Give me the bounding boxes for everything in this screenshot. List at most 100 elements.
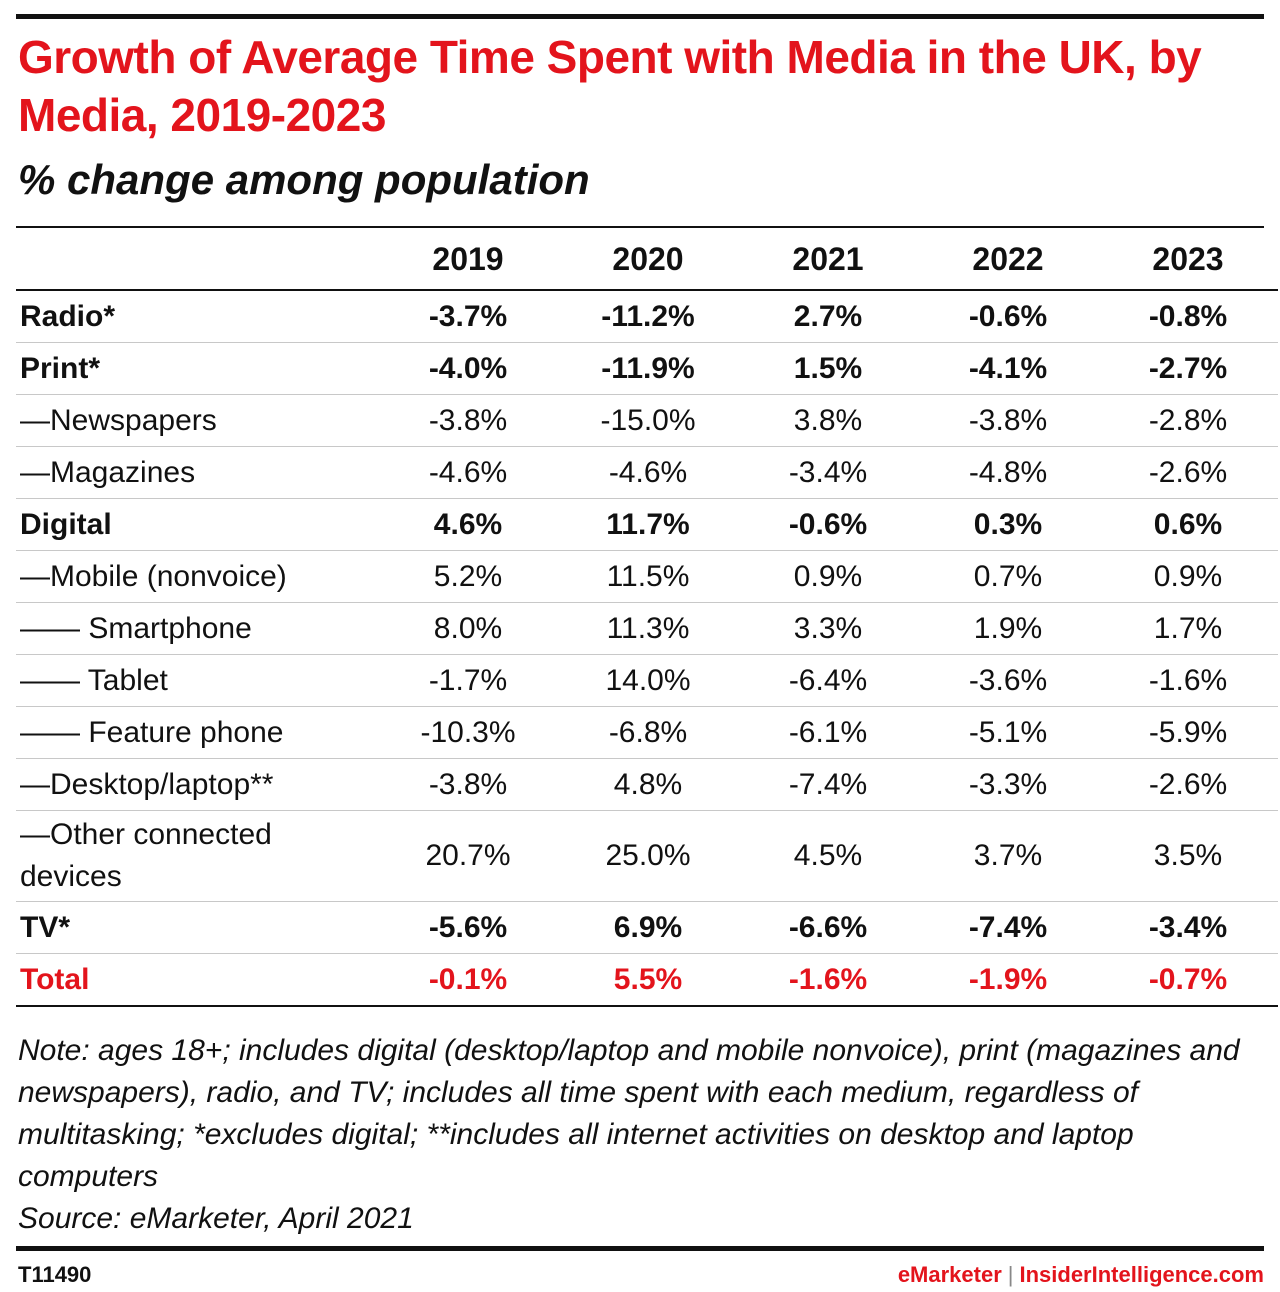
brand-emarketer: eMarketer xyxy=(897,1262,1002,1287)
row-label: TV* xyxy=(16,901,378,954)
cell-value: -4.1% xyxy=(918,342,1098,395)
row-label: —Magazines xyxy=(16,446,378,499)
cell-value: -6.4% xyxy=(738,654,918,707)
cell-value: -2.7% xyxy=(1098,342,1278,395)
cell-value: -2.6% xyxy=(1098,446,1278,499)
cell-value: -0.8% xyxy=(1098,290,1278,343)
cell-value: -3.6% xyxy=(918,654,1098,707)
row-label: Print* xyxy=(16,342,378,395)
cell-value: -4.6% xyxy=(558,446,738,499)
bottom-rule xyxy=(16,1246,1264,1251)
column-header: 2022 xyxy=(918,229,1098,291)
table-top-rule xyxy=(16,226,1264,228)
cell-value: -2.6% xyxy=(1098,758,1278,811)
cell-value: 3.3% xyxy=(738,602,918,655)
cell-value: 20.7% xyxy=(378,810,558,902)
cell-value: -3.8% xyxy=(378,758,558,811)
row-label: Radio* xyxy=(16,290,378,343)
row-label: —Mobile (nonvoice) xyxy=(16,550,378,603)
table-row: Total -0.1% 5.5% -1.6% -1.9% -0.7% xyxy=(16,953,1278,1007)
table-row: —— Tablet -1.7% 14.0% -6.4% -3.6% -1.6% xyxy=(16,654,1278,707)
cell-value: -4.8% xyxy=(918,446,1098,499)
cell-value: -3.8% xyxy=(378,394,558,447)
brand-credit: eMarketer | InsiderIntelligence.com xyxy=(898,1262,1264,1288)
cell-value: -1.7% xyxy=(378,654,558,707)
cell-value: -0.7% xyxy=(1098,953,1278,1007)
cell-value: 11.3% xyxy=(558,602,738,655)
table-body: Radio* -3.7% -11.2% 2.7% -0.6% -0.8% Print* -4.… xyxy=(16,290,1278,1007)
table-row: —Mobile (nonvoice) 5.2% 11.5% 0.9% 0.7% 0.9% xyxy=(16,550,1278,603)
cell-value: -2.8% xyxy=(1098,394,1278,447)
cell-value: 8.0% xyxy=(378,602,558,655)
cell-value: -5.6% xyxy=(378,901,558,954)
table-row: —Other connected devices 20.7% 25.0% 4.5% 3.… xyxy=(16,810,1278,902)
cell-value: 4.8% xyxy=(558,758,738,811)
cell-value: -0.6% xyxy=(738,498,918,551)
cell-value: 25.0% xyxy=(558,810,738,902)
row-label: —Other connected devices xyxy=(16,810,378,902)
row-label: —— Feature phone xyxy=(16,706,378,759)
table-row: Print* -4.0% -11.9% 1.5% -4.1% -2.7% xyxy=(16,342,1278,395)
cell-value: -7.4% xyxy=(918,901,1098,954)
table-row: —Magazines -4.6% -4.6% -3.4% -4.8% -2.6% xyxy=(16,446,1278,499)
table-row: —— Smartphone 8.0% 11.3% 3.3% 1.9% 1.7% xyxy=(16,602,1278,655)
row-label: —Newspapers xyxy=(16,394,378,447)
cell-value: -7.4% xyxy=(738,758,918,811)
chart-subtitle: % change among population xyxy=(18,156,590,203)
row-label: —— Smartphone xyxy=(16,602,378,655)
cell-value: 0.9% xyxy=(1098,550,1278,603)
cell-value: 0.9% xyxy=(738,550,918,603)
cell-value: 1.7% xyxy=(1098,602,1278,655)
cell-value: -11.9% xyxy=(558,342,738,395)
top-rule xyxy=(16,14,1264,19)
cell-value: -10.3% xyxy=(378,706,558,759)
cell-value: 4.6% xyxy=(378,498,558,551)
cell-value: -15.0% xyxy=(558,394,738,447)
cell-value: -1.6% xyxy=(738,953,918,1007)
table-row: Radio* -3.7% -11.2% 2.7% -0.6% -0.8% xyxy=(16,290,1278,343)
brand-insider-intelligence: InsiderIntelligence.com xyxy=(1019,1262,1264,1287)
row-label: Digital xyxy=(16,498,378,551)
header-corner xyxy=(16,229,378,291)
cell-value: -6.8% xyxy=(558,706,738,759)
table-row: —Newspapers -3.8% -15.0% 3.8% -3.8% -2.8% xyxy=(16,394,1278,447)
cell-value: 11.5% xyxy=(558,550,738,603)
table-row: TV* -5.6% 6.9% -6.6% -7.4% -3.4% xyxy=(16,901,1278,954)
column-header: 2019 xyxy=(378,229,558,291)
cell-value: -1.9% xyxy=(918,953,1098,1007)
cell-value: 2.7% xyxy=(738,290,918,343)
cell-value: -3.8% xyxy=(918,394,1098,447)
row-label: Total xyxy=(16,953,378,1007)
cell-value: -6.1% xyxy=(738,706,918,759)
cell-value: 0.3% xyxy=(918,498,1098,551)
cell-value: -5.1% xyxy=(918,706,1098,759)
cell-value: -11.2% xyxy=(558,290,738,343)
cell-value: 1.5% xyxy=(738,342,918,395)
row-label: —— Tablet xyxy=(16,654,378,707)
cell-value: -3.7% xyxy=(378,290,558,343)
cell-value: -5.9% xyxy=(1098,706,1278,759)
column-header: 2023 xyxy=(1098,229,1278,291)
cell-value: -3.4% xyxy=(738,446,918,499)
cell-value: 3.5% xyxy=(1098,810,1278,902)
cell-value: -1.6% xyxy=(1098,654,1278,707)
cell-value: 14.0% xyxy=(558,654,738,707)
column-header: 2020 xyxy=(558,229,738,291)
cell-value: 11.7% xyxy=(558,498,738,551)
note-text: Note: ages 18+; includes digital (deskto… xyxy=(18,1034,1240,1193)
cell-value: -4.6% xyxy=(378,446,558,499)
row-label: —Desktop/laptop** xyxy=(16,758,378,811)
header-row: 2019 2020 2021 2022 2023 xyxy=(16,229,1278,291)
cell-value: 4.5% xyxy=(738,810,918,902)
chart-id: T11490 xyxy=(18,1262,92,1287)
cell-value: 3.7% xyxy=(918,810,1098,902)
cell-value: 6.9% xyxy=(558,901,738,954)
cell-value: -3.4% xyxy=(1098,901,1278,954)
cell-value: -6.6% xyxy=(738,901,918,954)
footnote: Note: ages 18+; includes digital (deskto… xyxy=(18,1030,1258,1240)
cell-value: -0.6% xyxy=(918,290,1098,343)
chart-title: Growth of Average Time Spent with Media … xyxy=(18,31,1202,141)
source-text: Source: eMarketer, April 2021 xyxy=(18,1202,414,1235)
table-row: —Desktop/laptop** -3.8% 4.8% -7.4% -3.3% -2.6… xyxy=(16,758,1278,811)
cell-value: -4.0% xyxy=(378,342,558,395)
